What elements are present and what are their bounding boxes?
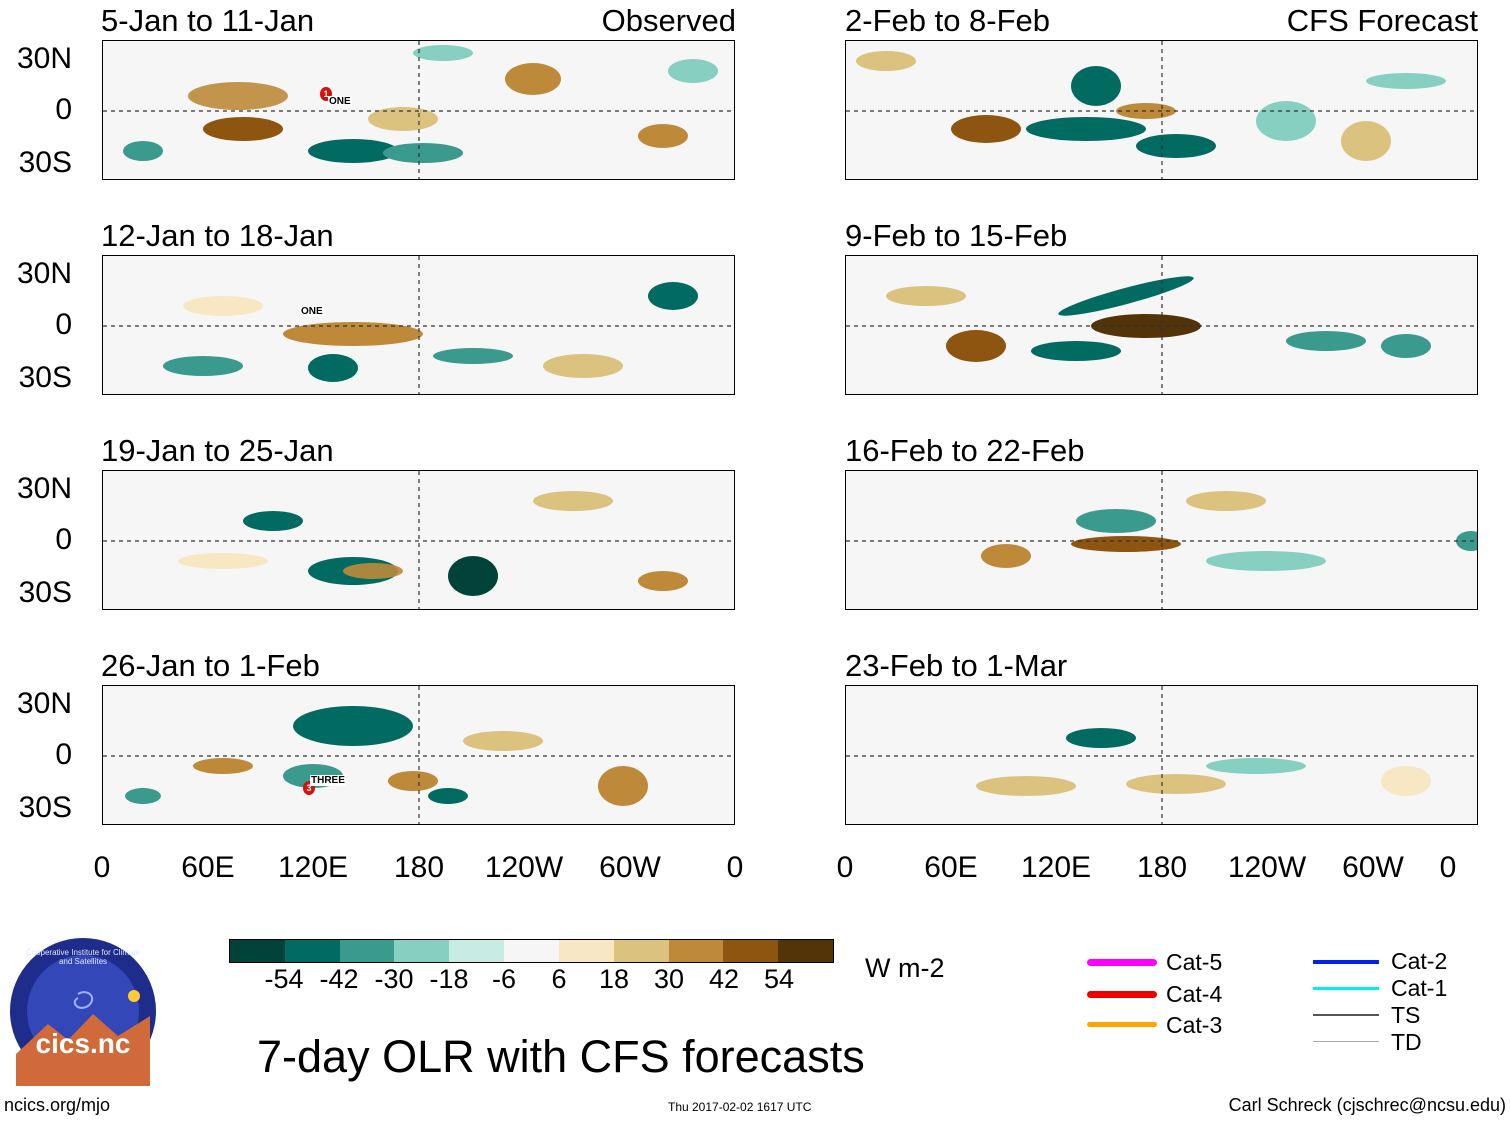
colorbar-tick-label: -42 [319,964,359,994]
cics-logo-graphic [10,938,156,1086]
colorbar-tick-label: 54 [763,964,795,994]
colorbar-swatch [230,940,285,962]
panel-title: 2-Feb to 8-Feb [845,3,1051,38]
legend-label: TS [1391,1002,1421,1028]
colorbar-swatch [778,940,833,962]
figure-title: 7-day OLR with CFS forecasts [257,1031,865,1082]
olr-map [845,40,1478,180]
x-tick-label: 180 [1136,851,1188,884]
colorbar-swatch [394,940,450,962]
x-tick-label: 0 [93,851,111,884]
panel-title: 26-Jan to 1-Feb [101,648,320,683]
legend-line [1087,991,1157,998]
x-tick-label: 180 [393,851,445,884]
logo-ring-text: Cooperative Institute for Climate and Sa… [25,948,141,966]
olr-map [102,470,735,610]
x-tick-label: 60W [1342,851,1404,884]
colorbar-tick-label: -18 [429,964,469,994]
storm-name: ONE [300,306,324,317]
footer-url[interactable]: ncics.org/mjo [4,1095,111,1115]
observed-label: Observed [601,3,736,38]
colorbar-unit: W m-2 [865,953,945,983]
x-tick-label: 120W [484,851,564,884]
legend-line [1087,1022,1157,1027]
y-tick-label: 0 [55,93,72,126]
colorbar-swatch [558,940,614,962]
colorbar-tick-label: -6 [491,964,516,994]
y-tick-label: 30N [16,257,72,290]
y-tick-label: 0 [55,523,72,556]
legend-label: Cat-2 [1391,948,1448,974]
legend-line [1313,987,1379,990]
panel-title: 23-Feb to 1-Mar [845,648,1068,683]
legend-label: Cat-4 [1166,981,1223,1007]
colorbar-swatch [449,940,505,962]
olr-map: 1 ONE [102,40,735,180]
x-tick-label: 0 [836,851,854,884]
legend-line [1313,960,1379,964]
logo-text: cics.nc [35,1028,131,1059]
legend-line [1087,959,1157,966]
panel-title: 12-Jan to 18-Jan [101,218,334,253]
legend-label: Cat-3 [1166,1012,1223,1038]
colorbar-tick-label: 30 [653,964,685,994]
footer-author: Carl Schreck (cjschrec@ncsu.edu) [1228,1095,1506,1115]
storm-name: THREE [310,775,346,786]
legend-label: Cat-5 [1166,949,1223,975]
olr-map [845,685,1478,825]
x-tick-label: 120E [1020,851,1092,884]
footer-timestamp: Thu 2017-02-02 1617 UTC [668,1100,812,1114]
legend-label: Cat-1 [1391,975,1448,1001]
y-tick-label: 30S [18,146,72,179]
y-tick-label: 30N [16,472,72,505]
colorbar [229,939,834,963]
cfs-forecast-label: CFS Forecast [1286,3,1478,38]
colorbar-swatch [504,940,559,962]
cics-logo: Cooperative Institute for Climate and Sa… [8,936,158,1086]
colorbar-swatch [668,940,724,962]
legend-line [1313,1014,1379,1016]
x-tick-label: 0 [1439,851,1457,884]
colorbar-tick-label: -30 [374,964,414,994]
x-tick-label: 60E [924,851,978,884]
panel-title: 19-Jan to 25-Jan [101,433,334,468]
panel-title: 16-Feb to 22-Feb [845,433,1085,468]
legend-label: TD [1391,1029,1422,1055]
storm-name: ONE [328,96,352,107]
panel-title: 5-Jan to 11-Jan [101,3,315,38]
y-tick-label: 30N [16,42,72,75]
panel-title: 9-Feb to 15-Feb [845,218,1068,253]
colorbar-tick-label: 18 [598,964,630,994]
colorbar-tick-label: 42 [708,964,740,994]
colorbar-tick-label: -54 [264,964,304,994]
x-tick-label: 60W [599,851,661,884]
x-tick-label: 0 [726,851,744,884]
y-tick-label: 0 [55,308,72,341]
colorbar-swatch [339,940,395,962]
colorbar-swatch [284,940,340,962]
olr-map: ONE [102,255,735,395]
y-tick-label: 30S [18,791,72,824]
olr-map [845,470,1478,610]
x-tick-label: 120E [277,851,349,884]
x-tick-label: 120W [1227,851,1307,884]
y-tick-label: 30N [16,687,72,720]
legend-line [1313,1041,1379,1042]
olr-map [845,255,1478,395]
colorbar-tick-label: 6 [551,964,567,994]
colorbar-swatch [723,940,779,962]
y-tick-label: 30S [18,576,72,609]
x-tick-label: 60E [181,851,235,884]
colorbar-swatch [613,940,669,962]
olr-map: 3 THREE [102,685,735,825]
y-tick-label: 0 [55,738,72,771]
y-tick-label: 30S [18,361,72,394]
